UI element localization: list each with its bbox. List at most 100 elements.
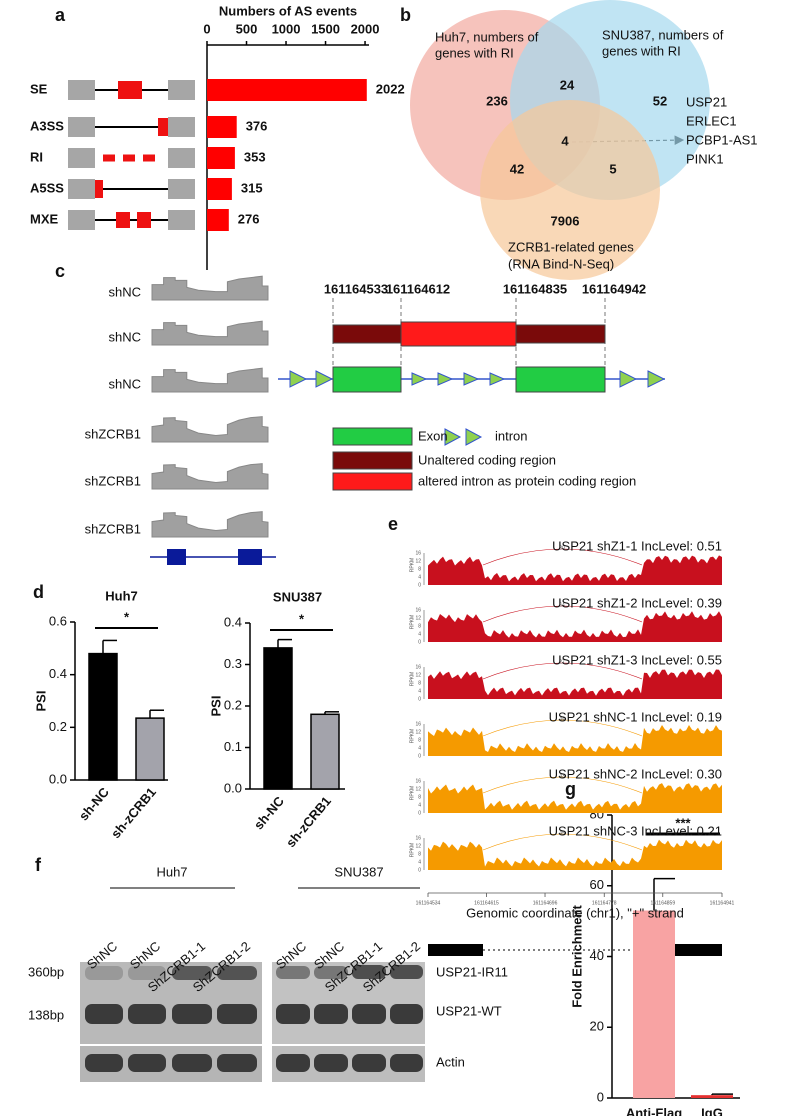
coverage xyxy=(151,320,269,346)
coverage xyxy=(428,839,722,870)
gene-name: PINK1 xyxy=(686,151,724,166)
venn-set-label: Huh7, numbers of xyxy=(435,29,539,44)
junction-arc xyxy=(482,776,643,794)
junction-arc xyxy=(482,548,643,566)
y-tick-label: 0 xyxy=(418,753,421,759)
y-tick-label: 0 xyxy=(418,696,421,702)
coverage xyxy=(428,555,722,585)
y-axis-title: RPKM xyxy=(409,672,415,686)
legend-label: Exon xyxy=(418,428,448,443)
venn-set-label: SNU387, numbers of xyxy=(602,27,724,42)
y-tick-label: 0.3 xyxy=(224,656,242,671)
y-tick-label: 0 xyxy=(418,867,421,873)
y-tick-label: 4 xyxy=(418,574,421,580)
value-label: 315 xyxy=(241,180,263,195)
y-tick-label: 40 xyxy=(590,948,604,963)
y-tick-label: 0 xyxy=(418,810,421,816)
panel-letter: b xyxy=(400,5,411,25)
y-tick-label: 4 xyxy=(418,631,421,637)
venn-count: 24 xyxy=(560,77,575,92)
coverage xyxy=(428,611,722,642)
venn-count: 7906 xyxy=(551,213,580,228)
venn-set-label: (RNA Bind-N-Seq) xyxy=(508,256,614,271)
gene-name: USP21 xyxy=(686,94,727,109)
category-label: sh-zCRB1 xyxy=(108,784,159,841)
chart-title: SNU387 xyxy=(273,589,322,604)
track-label: USP21 shNC-1 IncLevel: 0.19 xyxy=(549,709,722,724)
venn-set-label: genes with RI xyxy=(602,43,681,58)
bar xyxy=(207,178,232,200)
venn-set-label: genes with RI xyxy=(435,45,514,60)
junction-arc xyxy=(482,719,643,737)
track-label: USP21 shNC-3 IncLevel: 0.21 xyxy=(549,823,722,838)
y-tick-label: 8 xyxy=(418,737,421,743)
x-tick-label: 161164859 xyxy=(650,900,675,906)
category-label: sh-zCRB1 xyxy=(283,793,334,850)
track-label: shZCRB1 xyxy=(85,426,141,441)
y-tick-label: 16 xyxy=(415,607,421,613)
bar xyxy=(207,209,229,231)
y-tick-label: 16 xyxy=(415,835,421,841)
coverage xyxy=(151,275,269,301)
x-tick-label: 161164615 xyxy=(474,900,499,906)
gel-images xyxy=(80,887,425,1082)
y-tick-label: 12 xyxy=(415,672,421,678)
y-tick-label: 20 xyxy=(590,1019,604,1034)
y-tick-label: 4 xyxy=(418,745,421,751)
x-tick-label: 1500 xyxy=(311,21,340,36)
category-label: MXE xyxy=(30,211,59,226)
coverage xyxy=(151,511,269,538)
track-label: USP21 shZ1-2 IncLevel: 0.39 xyxy=(552,595,722,610)
y-tick-label: 0.6 xyxy=(49,613,67,628)
x-tick-label: 0 xyxy=(203,21,210,36)
venn-count: 236 xyxy=(486,93,508,108)
junction-count: 30 xyxy=(559,545,565,551)
value-label: 2022 xyxy=(376,81,405,96)
y-tick-label: 8 xyxy=(418,680,421,686)
bar xyxy=(263,647,293,790)
junction-arc xyxy=(482,833,643,851)
value-label: 353 xyxy=(244,149,266,164)
y-axis-title: PSI xyxy=(33,691,48,712)
category-label: SE xyxy=(30,81,48,96)
gene-name: ERLEC1 xyxy=(686,113,737,128)
track-label: USP21 shNC-2 IncLevel: 0.30 xyxy=(549,766,722,781)
y-tick-label: 0 xyxy=(418,639,421,645)
legend-label: altered intron as protein coding region xyxy=(418,473,636,488)
y-tick-label: 4 xyxy=(418,688,421,694)
category-label: A3SS xyxy=(30,118,64,133)
x-tick-label: 161164941 xyxy=(710,900,735,906)
y-tick-label: 60 xyxy=(590,877,604,892)
significance-label: * xyxy=(299,611,305,626)
y-axis-title: RPKM xyxy=(409,843,415,857)
y-tick-label: 0.4 xyxy=(224,614,242,629)
group-label: Huh7 xyxy=(156,864,187,879)
y-tick-label: 16 xyxy=(415,778,421,784)
junction-count: 27 xyxy=(559,659,565,665)
band-label: USP21-IR11 xyxy=(436,964,508,979)
y-tick-label: 8 xyxy=(418,851,421,857)
coverage xyxy=(151,367,269,393)
venn-count: 5 xyxy=(609,161,616,176)
venn-count: 42 xyxy=(510,161,524,176)
significance-label: * xyxy=(124,609,130,624)
x-tick-label: 161164778 xyxy=(592,900,617,906)
bar xyxy=(135,717,165,781)
gene-name: PCBP1-AS1 xyxy=(686,132,758,147)
track-label: shNC xyxy=(108,376,141,391)
y-tick-label: 8 xyxy=(418,794,421,800)
junction-count: 43 xyxy=(559,773,565,779)
coordinate-label: 161164942 xyxy=(582,281,646,296)
category-label: sh-NC xyxy=(76,784,112,823)
y-tick-label: 12 xyxy=(415,729,421,735)
gene-structure xyxy=(150,298,666,565)
y-tick-label: 0 xyxy=(418,582,421,588)
x-axis-title: Genomic coordinate (chr1), "+" strand xyxy=(466,905,684,920)
chart-title: Huh7 xyxy=(105,588,138,603)
panel-letter: a xyxy=(55,5,66,25)
y-axis-title: Fold Enrichment xyxy=(569,905,584,1008)
bar xyxy=(207,116,237,138)
x-tick-label: 161164696 xyxy=(533,900,558,906)
category-label: IgG xyxy=(701,1105,723,1116)
y-tick-label: 0.2 xyxy=(49,719,67,734)
